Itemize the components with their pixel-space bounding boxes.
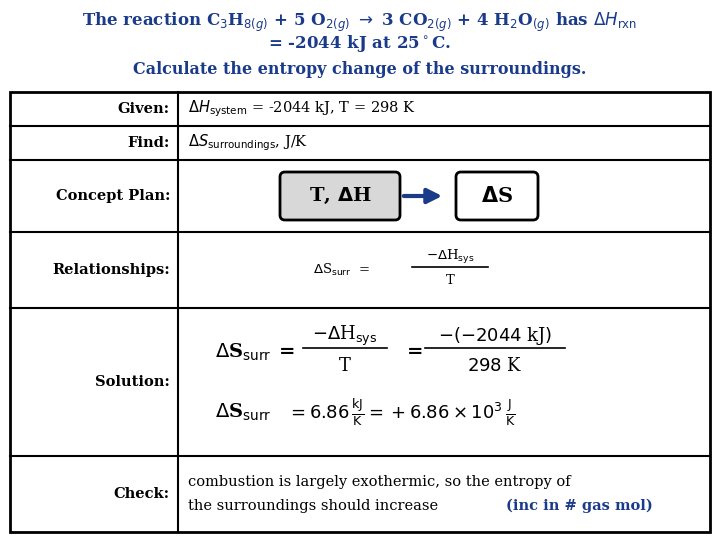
Bar — [10, 92, 710, 532]
Text: Solution:: Solution: — [95, 375, 170, 389]
Text: Check:: Check: — [114, 487, 170, 501]
Text: $-\Delta$H$_\mathrm{sys}$: $-\Delta$H$_\mathrm{sys}$ — [312, 324, 378, 348]
Text: $\Delta$S$_\mathrm{surr}$: $\Delta$S$_\mathrm{surr}$ — [215, 341, 271, 363]
Text: Given:: Given: — [118, 102, 170, 116]
Text: $\Delta H_\mathrm{system}$ = -2044 kJ, T = 298 K: $\Delta H_\mathrm{system}$ = -2044 kJ, T… — [188, 99, 415, 119]
Text: Calculate the entropy change of the surroundings.: Calculate the entropy change of the surr… — [133, 62, 587, 78]
Text: $-\Delta$H$_\mathrm{sys}$: $-\Delta$H$_\mathrm{sys}$ — [426, 248, 474, 266]
Text: (inc in # gas mol): (inc in # gas mol) — [506, 499, 653, 513]
Text: The reaction C$_3$H$_{8(g)}$ + 5 O$_{2(g)}$ $\rightarrow$ 3 CO$_{2(g)}$ + 4 H$_2: The reaction C$_3$H$_{8(g)}$ + 5 O$_{2(g… — [83, 10, 637, 33]
Text: T, $\mathbf{\Delta}$H: T, $\mathbf{\Delta}$H — [309, 186, 372, 206]
Text: $-(-2044$ kJ$)$: $-(-2044$ kJ$)$ — [438, 325, 552, 347]
Text: = -2044 kJ at 25$^\circ$C.: = -2044 kJ at 25$^\circ$C. — [269, 33, 451, 55]
Text: Concept Plan:: Concept Plan: — [55, 189, 170, 203]
Text: T: T — [446, 273, 454, 287]
Text: Relationships:: Relationships: — [53, 263, 170, 277]
FancyBboxPatch shape — [280, 172, 400, 220]
Text: =: = — [279, 343, 295, 361]
FancyBboxPatch shape — [456, 172, 538, 220]
Text: $\Delta S_\mathrm{surroundings}$, J/K: $\Delta S_\mathrm{surroundings}$, J/K — [188, 133, 308, 153]
Text: $\Delta$S$_\mathrm{surr}$  =: $\Delta$S$_\mathrm{surr}$ = — [313, 262, 370, 278]
Text: $\Delta$S$_\mathrm{surr}$: $\Delta$S$_\mathrm{surr}$ — [215, 401, 271, 423]
Text: =: = — [407, 343, 423, 361]
Text: $= 6.86\,\frac{\mathrm{kJ}}{\mathrm{K}} = +6.86\times10^3\,\frac{\mathrm{J}}{\ma: $= 6.86\,\frac{\mathrm{kJ}}{\mathrm{K}} … — [287, 396, 516, 428]
Text: the surroundings should increase: the surroundings should increase — [188, 499, 447, 513]
Text: $298$ K: $298$ K — [467, 357, 523, 375]
Text: T: T — [339, 357, 351, 375]
Text: $\mathbf{\Delta}$S: $\mathbf{\Delta}$S — [481, 186, 513, 206]
Text: Find:: Find: — [127, 136, 170, 150]
Text: combustion is largely exothermic, so the entropy of: combustion is largely exothermic, so the… — [188, 475, 571, 489]
